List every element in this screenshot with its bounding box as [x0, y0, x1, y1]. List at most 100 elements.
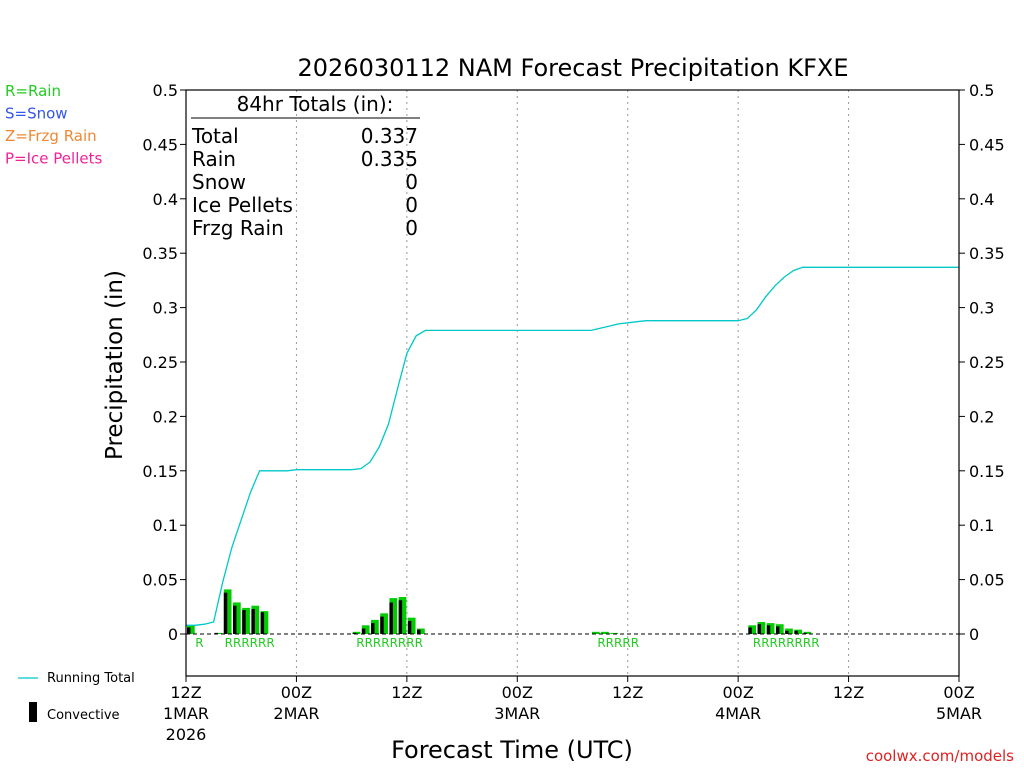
- hourly-rain-bar: [223, 589, 232, 634]
- totals-header: 84hr Totals (in):: [237, 92, 394, 116]
- totals-row-value: 0: [405, 170, 418, 194]
- hourly-rain-bar: [398, 597, 407, 634]
- ptype-label: RRRRRRRR: [356, 636, 423, 650]
- plot-frame: [185, 89, 960, 677]
- hourly-rain-bar: [371, 619, 379, 634]
- y-tick-label-right: 0.1: [969, 516, 994, 535]
- chart-title: 2026030112 NAM Forecast Precipitation KF…: [297, 54, 848, 82]
- credit-text: coolwx.com/models: [866, 747, 1014, 765]
- y-axis-ticks: 0 00.05 0.050.1 0.10.15 0.150.2 0.20.25 0.250.…: [142, 81, 1004, 644]
- hourly-rain-bar: [187, 625, 195, 634]
- gridlines: [295, 90, 850, 676]
- hourly-rain-bar: [766, 623, 775, 634]
- y-tick-label-left: 0: [168, 625, 178, 644]
- hourly-convective-bar: [389, 602, 393, 634]
- y-tick-label-left: 0.15: [142, 462, 178, 481]
- y-tick-label-left: 0.05: [142, 571, 178, 590]
- hourly-rain-bar: [757, 622, 766, 634]
- x-tick-date-label: 4MAR: [715, 704, 761, 723]
- y-tick-label-right: 0.3: [969, 299, 994, 318]
- ptype-labels: R RRRRRR RRRRRRRR RRRRR RRRRRRRR: [195, 636, 819, 650]
- hourly-rain-bar: [610, 632, 619, 634]
- hourly-convective-bar: [417, 629, 421, 634]
- totals-row-value: 0.335: [361, 147, 418, 171]
- y-tick-label-right: 0.2: [969, 407, 994, 426]
- y-tick-label-left: 0.3: [153, 299, 178, 318]
- x-axis-ticks: 12Z 1MAR 2026 00Z 2MAR 12Z 00Z 3MAR 12Z 00Z 4MAR 12…: [163, 676, 982, 744]
- hourly-convective-bar: [242, 610, 246, 634]
- hourly-convective-bar: [766, 625, 771, 634]
- totals-row-value: 0: [405, 193, 418, 217]
- running-total-line: [186, 266, 959, 626]
- hourly-convective-bar: [748, 627, 752, 634]
- x-tick-time-label: 00Z: [722, 683, 753, 702]
- totals-row-label: Frzg Rain: [192, 216, 284, 240]
- hourly-bars: [187, 589, 812, 634]
- x-axis-label: Forecast Time (UTC): [391, 736, 633, 764]
- hourly-convective-bar: [371, 623, 375, 634]
- hourly-rain-bar: [251, 605, 260, 634]
- totals-box: 84hr Totals (in): Total 0.337 Rain 0.335 Snow…: [191, 92, 420, 240]
- hourly-convective-bar: [260, 612, 265, 634]
- series-legend: Running Total Convective: [18, 671, 135, 723]
- x-tick-time-label: 00Z: [281, 683, 312, 702]
- y-axis-label: Precipitation (in): [102, 270, 128, 460]
- y-tick-label-right: 0.45: [969, 135, 1005, 154]
- totals-row-label: Total: [191, 124, 239, 148]
- hourly-rain-bar: [407, 617, 416, 634]
- hourly-rain-bar: [214, 632, 223, 634]
- totals-row-value: 0: [405, 216, 418, 240]
- y-tick-label-right: 0.35: [969, 244, 1005, 263]
- y-tick-label-right: 0.15: [969, 462, 1005, 481]
- hourly-convective-bar: [223, 592, 228, 634]
- hourly-rain-bar: [233, 602, 241, 634]
- y-tick-label-left: 0.5: [153, 81, 178, 100]
- precip-type-legend: R=Rain S=Snow Z=Frzg Rain P=Ice Pellets: [5, 82, 102, 168]
- hourly-rain-bar: [361, 625, 370, 634]
- totals-row-value: 0.337: [361, 124, 418, 148]
- x-tick-time-label: 00Z: [943, 683, 974, 702]
- hourly-rain-bar: [785, 628, 793, 634]
- y-tick-label-right: 0: [969, 625, 979, 644]
- running-total-legend-label: Running Total: [47, 671, 135, 686]
- y-tick-label-left: 0.1: [153, 516, 178, 535]
- hourly-rain-bar: [601, 631, 609, 634]
- hourly-convective-bar: [214, 632, 219, 634]
- hourly-convective-bar: [251, 608, 255, 634]
- hourly-convective-bar: [775, 626, 780, 634]
- ptype-label: R: [195, 636, 203, 650]
- hourly-convective-bar: [794, 630, 798, 634]
- y-tick-label-left: 0.2: [153, 407, 178, 426]
- hourly-convective-bar: [380, 616, 384, 634]
- y-tick-label-left: 0.45: [142, 135, 178, 154]
- y-tick-label-right: 0.25: [969, 353, 1005, 372]
- hourly-convective-bar: [187, 627, 191, 634]
- y-tick-label-right: 0.5: [969, 81, 994, 100]
- hourly-rain-bar: [260, 611, 269, 634]
- hourly-convective-bar: [352, 632, 357, 634]
- hourly-convective-bar: [407, 620, 412, 634]
- ptype-label: RRRRR: [597, 636, 639, 650]
- hourly-convective-bar: [233, 605, 237, 634]
- hourly-rain-bar: [775, 624, 784, 634]
- precip-type-legend-item: S=Snow: [5, 105, 68, 123]
- convective-legend-label: Convective: [47, 708, 120, 723]
- hourly-rain-bar: [389, 598, 398, 634]
- convective-legend-swatch: [29, 702, 37, 722]
- precip-type-legend-item: R=Rain: [5, 82, 61, 100]
- x-tick-time-label: 12Z: [612, 683, 643, 702]
- hourly-rain-bar: [242, 607, 250, 634]
- y-tick-label-right: 0.4: [969, 190, 994, 209]
- hourly-rain-bar: [748, 625, 757, 634]
- x-tick-date-label: 1MAR: [163, 704, 209, 723]
- totals-row-label: Ice Pellets: [192, 193, 293, 217]
- hourly-rain-bar: [794, 629, 803, 634]
- totals-row-label: Rain: [192, 147, 236, 171]
- x-tick-date-label: 2MAR: [273, 704, 319, 723]
- hourly-rain-bar: [417, 628, 425, 634]
- ptype-label: RRRRRR: [225, 636, 275, 650]
- y-tick-label-left: 0.25: [142, 353, 178, 372]
- hourly-rain-bar: [803, 631, 812, 634]
- precip-type-legend-item: P=Ice Pellets: [5, 150, 102, 168]
- hourly-convective-bar: [361, 628, 366, 634]
